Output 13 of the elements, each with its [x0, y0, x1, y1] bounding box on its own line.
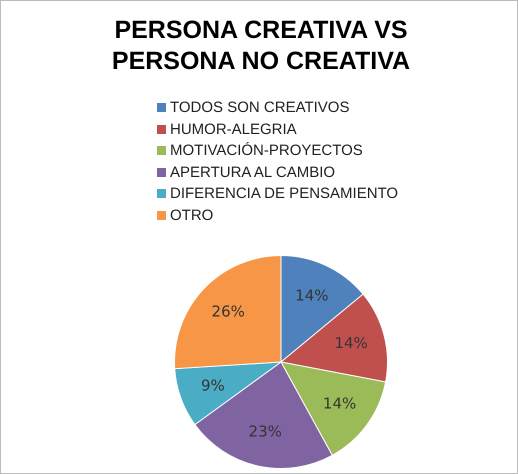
data-label: 14% [334, 334, 368, 352]
data-label: 26% [212, 302, 245, 320]
data-label: 23% [248, 422, 282, 441]
legend-label: OTRO [170, 206, 214, 224]
data-label: 14% [295, 286, 329, 304]
legend-label: DIFERENCIA DE PENSAMIENTO [170, 185, 398, 202]
legend-label: HUMOR-ALEGRIA [170, 120, 297, 138]
legend-label: MOTIVACIÓN-PROYECTOS [170, 142, 363, 160]
chart-title: PERSONA CREATIVA VS PERSONA NO CREATIVA [110, 15, 412, 77]
data-label: 9% [200, 376, 225, 394]
legend-label: APERTURA AL CAMBIO [170, 164, 336, 181]
legend-label: TODOS SON CREATIVOS [170, 99, 350, 116]
data-label: 14% [322, 394, 356, 412]
